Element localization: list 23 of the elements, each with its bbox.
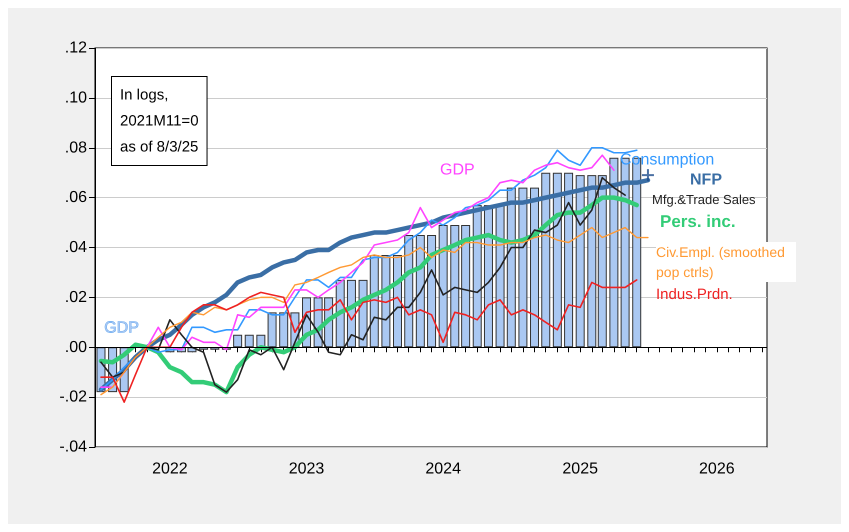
series-label: Consumption: [620, 152, 714, 168]
y-tick-label: -.04: [59, 438, 88, 456]
x-tick-label: 2026: [699, 460, 735, 478]
series-label: GDP: [104, 320, 139, 336]
y-tick-label: .10: [64, 89, 88, 106]
text: Mfg.&Trade Sales: [652, 192, 756, 207]
y-tick-label: .02: [64, 288, 88, 306]
y-tick-label: .12: [64, 40, 88, 56]
x-tick-label: 2022: [152, 460, 188, 478]
series-label: Indus.Prdn.: [656, 286, 733, 303]
y-tick-label: .00: [64, 338, 88, 356]
x-tick-label: 2025: [562, 460, 598, 478]
y-tick-label: -.02: [59, 388, 88, 406]
y-tick-label: .06: [64, 189, 88, 206]
series-label: GDP: [440, 162, 475, 178]
y-tick-label: .08: [64, 139, 88, 156]
x-tick-label: 2024: [425, 460, 462, 478]
y-tick-label: .04: [64, 239, 88, 256]
series-label: Civ.Empl. (smoothed pop ctrls): [656, 244, 789, 280]
text: NFP: [690, 172, 722, 188]
x-tick-label: 2023: [288, 460, 324, 478]
annotation: In logs, 2021M11=0 as of 8/3/25: [120, 86, 199, 156]
series-label: Pers. inc.: [660, 212, 736, 231]
